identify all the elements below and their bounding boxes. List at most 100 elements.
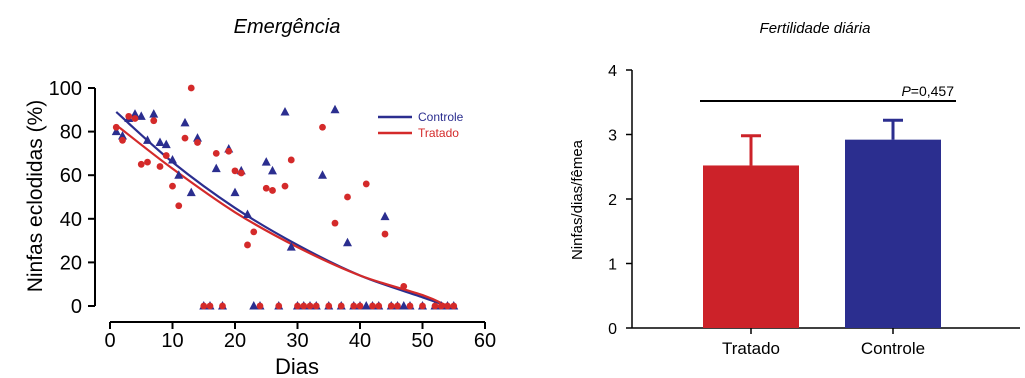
point-tratado <box>225 147 233 155</box>
point-controle <box>399 301 409 310</box>
emergence-points <box>111 84 459 310</box>
point-tratado <box>394 302 401 310</box>
point-tratado <box>256 302 264 310</box>
emergence-y-tick-label: 40 <box>60 209 82 231</box>
point-controle <box>286 242 296 251</box>
point-tratado <box>319 123 326 131</box>
point-tratado <box>387 302 395 310</box>
point-tratado <box>212 150 220 157</box>
fertility-axes <box>626 69 1020 334</box>
point-controle <box>261 157 271 166</box>
point-tratado <box>350 302 358 310</box>
category-label-tratado: Tratado <box>722 339 780 358</box>
point-controle <box>249 301 259 310</box>
p-symbol: P <box>901 83 911 99</box>
fertility-y-tick-label: 2 <box>608 192 617 209</box>
point-tratado <box>125 112 133 120</box>
emergence-x-axis-label: Dias <box>275 354 319 378</box>
point-tratado <box>237 169 245 177</box>
point-tratado <box>406 302 414 310</box>
p-value: =0,457 <box>911 83 954 99</box>
fertility-y-tick-label: 0 <box>608 321 617 338</box>
fertility-y-axis-label: Ninfas/dias/fêmea <box>569 139 586 260</box>
fertility-chart: Fertilidade diária Ninfas/dias/fêmea 0 1 2… <box>569 20 1020 358</box>
point-tratado <box>419 302 426 310</box>
point-controle <box>230 187 240 197</box>
point-tratado <box>375 302 383 310</box>
emergence-title: Emergência <box>234 16 341 38</box>
point-controle <box>343 237 352 247</box>
point-tratado <box>269 187 276 194</box>
point-tratado <box>450 302 458 310</box>
point-tratado <box>381 230 389 238</box>
point-tratado <box>331 219 339 227</box>
point-controle <box>180 117 190 127</box>
point-tratado <box>281 182 289 190</box>
point-controle <box>193 133 202 142</box>
point-controle <box>118 130 127 140</box>
emergence-y-tick-label: 20 <box>60 252 82 274</box>
bar-tratado <box>703 165 799 328</box>
emergence-x-tick-label: 20 <box>224 330 246 352</box>
point-tratado <box>206 302 214 310</box>
point-tratado <box>262 184 270 192</box>
emergence-y-tick-label: 60 <box>60 165 82 187</box>
fertility-tick-labels: 0 1 2 3 4 Tratado Controle <box>608 63 925 358</box>
point-tratado <box>175 202 183 210</box>
point-controle <box>161 139 171 149</box>
legend-label-tratado: Tratado <box>418 126 459 140</box>
point-tratado <box>325 302 333 310</box>
point-controle <box>174 170 184 179</box>
p-value-label: P=0,457 <box>901 83 954 99</box>
fertility-y-tick-label: 3 <box>608 128 617 145</box>
point-tratado <box>156 163 164 170</box>
point-tratado <box>400 282 408 290</box>
point-controle <box>330 104 340 114</box>
point-tratado <box>194 139 201 146</box>
point-controle <box>380 211 390 221</box>
point-tratado <box>306 302 314 310</box>
emergence-tick-labels: 0 20 40 60 80 100 0 10 20 30 40 50 60 <box>49 78 497 352</box>
point-tratado <box>187 84 195 92</box>
point-controle <box>168 154 177 164</box>
fertility-bars <box>703 118 941 328</box>
category-label-controle: Controle <box>861 339 925 358</box>
point-tratado <box>144 158 151 166</box>
emergence-x-tick-label: 50 <box>411 330 433 352</box>
point-tratado <box>169 182 176 190</box>
point-tratado <box>300 302 308 310</box>
emergence-x-tick-label: 40 <box>349 330 371 352</box>
point-tratado <box>287 156 295 164</box>
emergence-y-tick-label: 80 <box>60 122 82 144</box>
emergence-y-tick-label: 0 <box>71 296 82 318</box>
emergence-y-axis-label: Ninfas eclodidas (%) <box>24 100 47 293</box>
emergence-chart: Emergência Ninfas eclodidas (%) Dias 0 20… <box>24 16 496 378</box>
point-controle <box>143 135 152 144</box>
emergence-axes <box>88 87 486 329</box>
fertility-y-tick-label: 4 <box>608 63 617 80</box>
emergence-x-tick-label: 0 <box>104 330 115 352</box>
emergence-x-tick-label: 60 <box>474 330 496 352</box>
point-tratado <box>131 115 139 122</box>
point-controle <box>155 137 165 146</box>
fertility-y-tick-label: 1 <box>608 257 617 274</box>
significance-annotation: P=0,457 <box>700 83 956 102</box>
point-controle <box>361 301 371 310</box>
bar-controle <box>845 139 941 328</box>
emergence-x-tick-label: 10 <box>161 330 183 352</box>
point-controle <box>211 163 221 173</box>
point-tratado <box>150 117 158 125</box>
point-controle <box>280 106 290 116</box>
point-controle <box>318 170 327 179</box>
emergence-legend: Controle Tratado <box>378 110 464 140</box>
point-tratado <box>294 302 301 310</box>
emergence-x-tick-label: 30 <box>286 330 308 352</box>
point-tratado <box>337 302 345 310</box>
point-controle <box>149 109 159 118</box>
point-tratado <box>162 152 170 159</box>
point-tratado <box>119 136 126 144</box>
point-tratado <box>200 302 208 310</box>
point-tratado <box>444 302 451 310</box>
fit-curve-tratado <box>115 124 448 308</box>
